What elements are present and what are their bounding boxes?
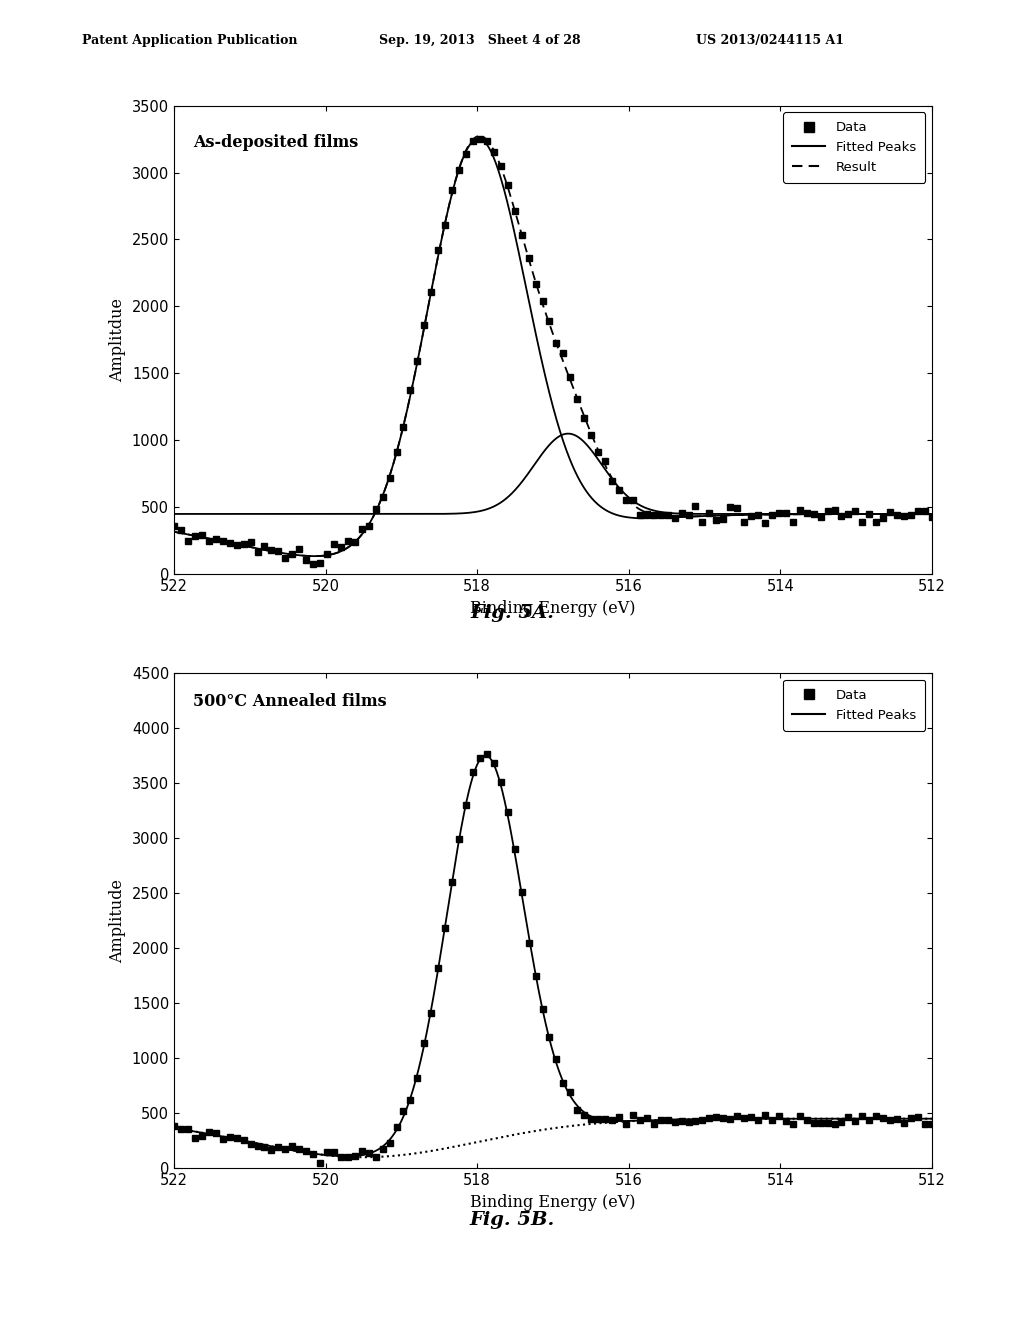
X-axis label: Binding Energy (eV): Binding Energy (eV) — [470, 1193, 636, 1210]
Text: 500°C Annealed films: 500°C Annealed films — [193, 693, 387, 710]
Y-axis label: Amplitdue: Amplitdue — [110, 298, 126, 381]
X-axis label: Binding Energy (eV): Binding Energy (eV) — [470, 599, 636, 616]
Text: Fig. 5A.: Fig. 5A. — [470, 603, 554, 622]
Text: As-deposited films: As-deposited films — [193, 133, 358, 150]
Text: Sep. 19, 2013   Sheet 4 of 28: Sep. 19, 2013 Sheet 4 of 28 — [379, 33, 581, 46]
Legend: Data, Fitted Peaks: Data, Fitted Peaks — [783, 680, 926, 731]
Y-axis label: Amplitude: Amplitude — [110, 879, 126, 962]
Text: Patent Application Publication: Patent Application Publication — [82, 33, 297, 46]
Legend: Data, Fitted Peaks, Result: Data, Fitted Peaks, Result — [783, 112, 926, 183]
Text: Fig. 5B.: Fig. 5B. — [469, 1210, 555, 1229]
Text: US 2013/0244115 A1: US 2013/0244115 A1 — [696, 33, 845, 46]
